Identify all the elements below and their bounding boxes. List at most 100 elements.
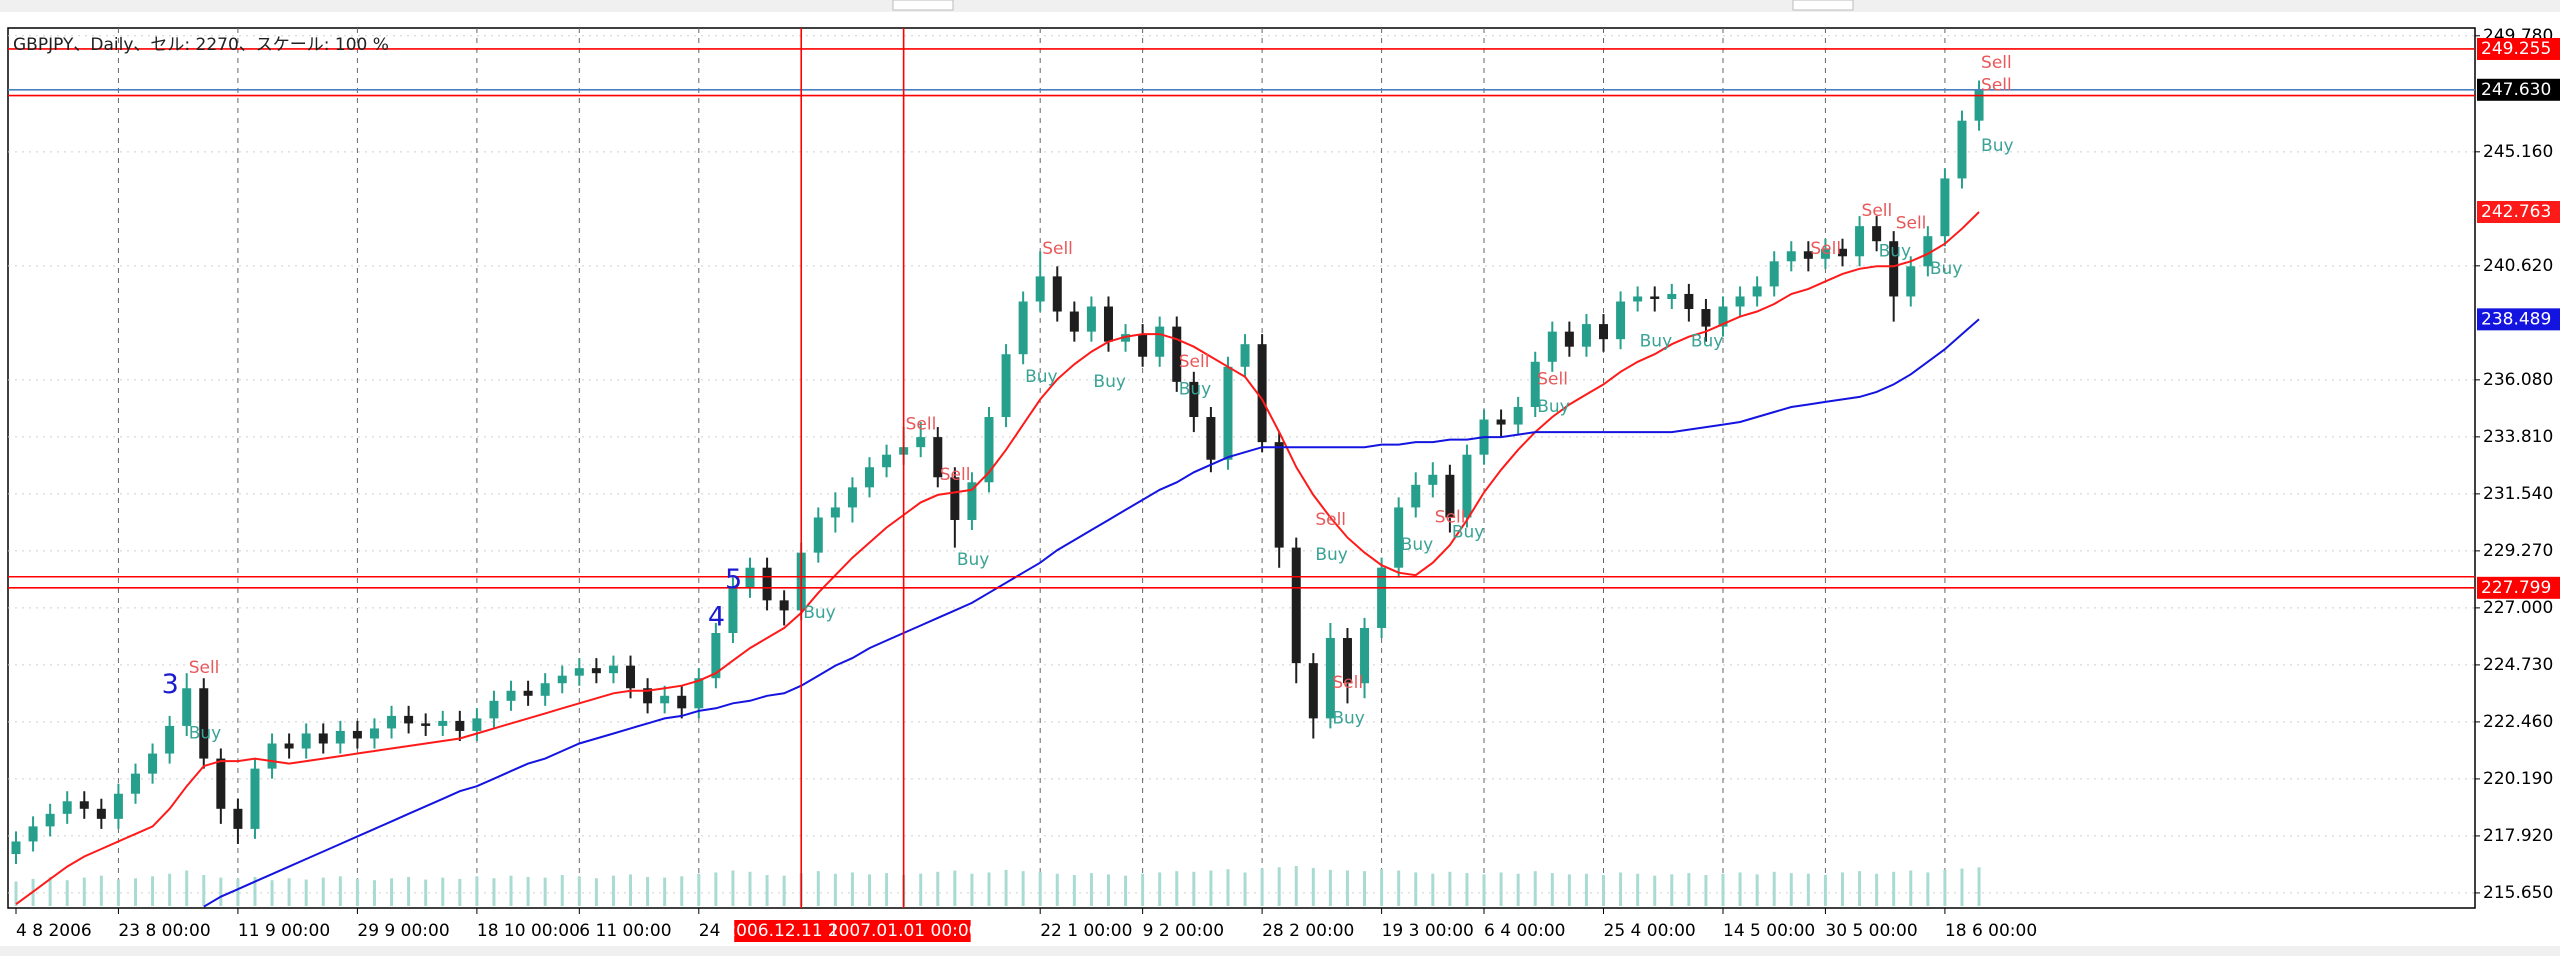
x-tick-label: 30 5 00:00 [1825, 921, 1917, 941]
candle-body [1274, 442, 1284, 548]
volume-bar [338, 876, 342, 906]
volume-bar [372, 880, 376, 906]
candle-body [62, 801, 72, 814]
candle-body [1308, 663, 1318, 719]
volume-bar [219, 877, 223, 906]
volume-bar [646, 876, 650, 906]
candle-body [28, 826, 38, 842]
annotation: Sell [1332, 673, 1363, 693]
volume-bar [1926, 872, 1930, 906]
volume-bar [543, 877, 547, 906]
volume-bar [390, 878, 394, 906]
candle-body [1018, 301, 1028, 355]
candle-body [404, 715, 414, 724]
volume-bar [731, 870, 735, 906]
volume-bar [765, 875, 769, 906]
volume-bar [1243, 872, 1247, 906]
candle-body [165, 725, 175, 754]
candle-body [79, 801, 89, 809]
scrollbar[interactable] [0, 946, 2560, 956]
volume-bar [82, 877, 86, 906]
time-tag [836, 920, 971, 942]
volume-bar [1021, 871, 1025, 906]
candle-body [1428, 474, 1438, 485]
y-tick-label: 217.920 [2483, 826, 2553, 846]
candle-body [745, 567, 755, 588]
volume-bar [526, 876, 530, 906]
candle-body [1667, 293, 1677, 299]
volume-bar [868, 874, 871, 906]
candle-body [1564, 331, 1574, 347]
candle-body [1940, 178, 1950, 237]
volume-bar [1602, 875, 1606, 906]
x-tick-label: 14 5 00:00 [1723, 921, 1815, 941]
y-tick-label: 240.620 [2483, 256, 2553, 276]
volume-bar [782, 875, 786, 906]
candle-body [250, 768, 260, 829]
candle-body [455, 720, 465, 731]
candle-body [933, 437, 943, 478]
annotation: Buy [803, 603, 836, 623]
volume-bar [1345, 870, 1349, 906]
price-tag [2477, 201, 2560, 224]
candle-body [1616, 301, 1626, 340]
x-tick-label: 9 2 00:00 [1143, 921, 1224, 941]
candle-body [472, 718, 482, 731]
volume-bar [1875, 873, 1879, 906]
volume-bar [1431, 873, 1435, 906]
volume-bar [1175, 871, 1179, 906]
volume-bar [1465, 873, 1469, 906]
volume-bar [560, 875, 564, 906]
candle-body [643, 688, 653, 704]
volume-bar [492, 878, 496, 906]
toolbar-button[interactable] [892, 0, 954, 11]
price-tag-label: 247.630 [2481, 80, 2551, 100]
candle-body [301, 733, 311, 749]
annotation: Buy [1691, 332, 1724, 352]
candle-body [1923, 236, 1933, 267]
candle-body [1906, 266, 1916, 297]
candle-body [1974, 89, 1984, 121]
candle-body [1957, 120, 1967, 179]
candle-body [711, 633, 721, 679]
candle-body [1837, 248, 1847, 257]
x-tick-label: 28 2 00:00 [1262, 921, 1354, 941]
candle-body [1718, 306, 1728, 327]
y-tick-label: 229.270 [2483, 541, 2553, 561]
price-tag-label: 249.255 [2481, 39, 2551, 59]
candle-body [1650, 296, 1660, 299]
candle-body [369, 728, 379, 739]
annotation: Sell [1896, 214, 1927, 234]
y-tick-label: 233.810 [2483, 427, 2553, 447]
candle-body [591, 668, 601, 674]
volume-bar [270, 880, 274, 906]
candle-body [626, 665, 636, 689]
annotation: Sell [1981, 76, 2012, 96]
candle-body [1513, 406, 1523, 425]
candle-body [779, 600, 789, 611]
volume-bar [1772, 871, 1776, 906]
candle-body [1240, 344, 1250, 367]
annotation: Buy [1179, 379, 1212, 399]
volume-bar [116, 879, 120, 906]
toolbar-button[interactable] [1792, 0, 1854, 11]
volume-bar [1789, 873, 1793, 906]
time-tag-label: 2007.01.01 00:00 [828, 921, 980, 941]
volume-bar [1550, 873, 1554, 906]
candle-body [813, 517, 823, 553]
volume-bar [850, 872, 854, 906]
candle-body [523, 690, 533, 696]
volume-bar [475, 876, 479, 906]
candle-body [1342, 638, 1352, 684]
volume-bar [833, 873, 837, 906]
candle-body [882, 454, 892, 468]
x-tick-label: 22 1 00:00 [1040, 921, 1132, 941]
volume-bar [1141, 873, 1145, 906]
candle-body [130, 773, 140, 794]
y-tick-label: 236.080 [2483, 370, 2553, 390]
volume-bar [1738, 872, 1742, 906]
candle-body [1257, 344, 1267, 443]
price-tag [2477, 308, 2560, 331]
volume-bar [953, 870, 957, 906]
volume-bar [1089, 873, 1093, 906]
